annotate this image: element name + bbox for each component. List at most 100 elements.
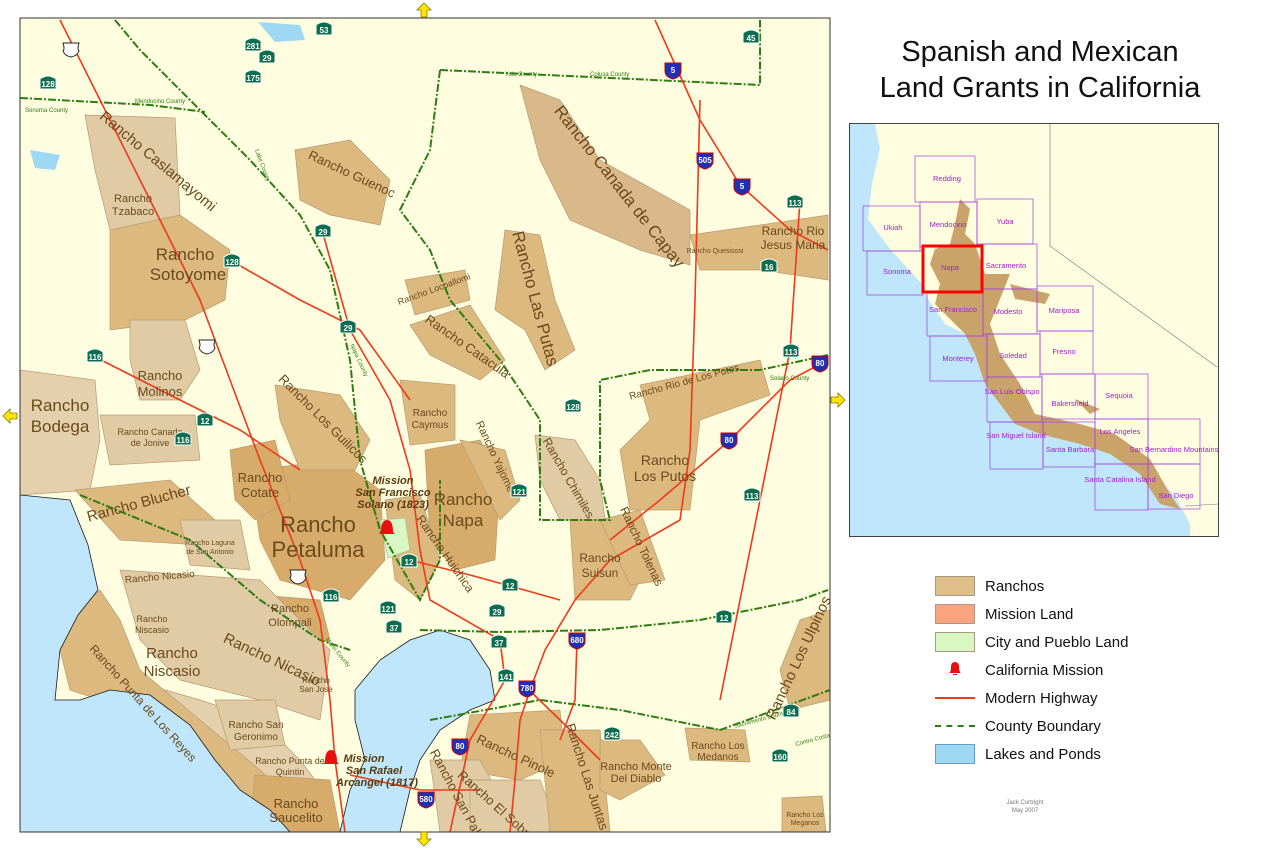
highway-line-icon — [935, 697, 975, 699]
quad-label[interactable]: San Francisco — [929, 305, 977, 314]
county-label: Colusa County — [590, 72, 629, 78]
state-route-shield: 121 — [510, 483, 528, 498]
route-number: 5 — [671, 66, 676, 75]
route-number: 101 — [291, 573, 305, 582]
county-label: Sonoma County — [25, 108, 68, 114]
county-line-icon — [935, 725, 975, 727]
quad-label[interactable]: Santa Barbara — [1046, 445, 1095, 454]
quad-label[interactable]: Redding — [933, 174, 961, 183]
rancho-label: Rancho Laguna — [185, 540, 235, 547]
state-route-shield: 29 — [258, 49, 276, 64]
state-route-shield: 116 — [86, 348, 104, 363]
rancho-label: Rancho Canada — [117, 427, 182, 437]
route-number: 116 — [177, 436, 190, 445]
rancho-label: Quintin — [276, 767, 305, 777]
rancho-label: Rancho Los — [786, 812, 824, 819]
rancho-label: Rancho Monte — [600, 761, 672, 773]
rancho-label: de Jonive — [131, 438, 170, 448]
route-number: 29 — [263, 54, 272, 63]
quad-label[interactable]: Soledad — [999, 351, 1027, 360]
rancho-label: Rancho — [579, 551, 621, 565]
rancho-label: Petaluma — [272, 537, 366, 562]
route-number: 12 — [506, 582, 515, 591]
route-number: 113 — [789, 199, 802, 208]
rancho-label: Geronimo — [234, 732, 278, 743]
rancho-label: Cotate — [241, 485, 279, 500]
map-title-line2: Land Grants in California — [879, 72, 1201, 104]
quad-label[interactable]: Sonoma — [883, 267, 912, 276]
quad-label[interactable]: Mendocino — [930, 220, 967, 229]
legend-item-mission: California Mission — [935, 656, 1128, 684]
quad-label[interactable]: San Bernardino Mountains — [1130, 445, 1218, 454]
route-number: 45 — [747, 34, 756, 43]
rancho-label: Rancho Rio — [762, 224, 825, 238]
state-route-shield: 113 — [782, 343, 800, 358]
route-number: 141 — [499, 673, 513, 682]
quad-label[interactable]: Modesto — [994, 307, 1023, 316]
state-route-shield: 53 — [315, 21, 333, 36]
route-number: 128 — [41, 80, 55, 89]
quad-label[interactable]: Ukiah — [883, 223, 902, 232]
quad-label[interactable]: San Miguel Island — [986, 431, 1046, 440]
interstate-shield: 680 — [568, 632, 586, 650]
quad-label[interactable]: Santa Catalina Island — [1084, 475, 1155, 484]
route-number: 505 — [698, 156, 712, 165]
rancho-label: Rancho — [146, 645, 198, 662]
quad-label[interactable]: Fresno — [1052, 347, 1075, 356]
rancho-label: Rancho Quesisosi — [687, 248, 744, 255]
route-number: 29 — [493, 608, 502, 617]
interstate-shield: 780 — [518, 680, 536, 698]
state-route-shield: 141 — [497, 668, 515, 683]
state-route-shield: 29 — [339, 319, 357, 334]
legend-label: California Mission — [985, 661, 1104, 679]
rancho-label: Niscasio — [135, 625, 169, 635]
route-number: 128 — [566, 403, 580, 412]
pan-down-arrow[interactable] — [416, 831, 432, 847]
state-route-shield: 175 — [244, 69, 262, 84]
rancho-label: Niscasio — [144, 663, 201, 680]
missions: Mission San Francisco Solano (1823) Miss… — [323, 475, 431, 789]
state-route-shield: 37 — [490, 634, 508, 649]
rancho-label: Suisun — [582, 566, 619, 580]
quad-label[interactable]: Sacramento — [986, 261, 1026, 270]
us-route-shield: 101 — [62, 42, 80, 58]
legend-item-lakes: Lakes and Ponds — [935, 740, 1128, 768]
quad-label[interactable]: Sequoia — [1105, 391, 1133, 400]
state-route-shield: 242 — [603, 726, 621, 741]
rancho-label: Napa — [443, 511, 484, 530]
inset-selected-quad[interactable] — [921, 244, 984, 294]
rancho-label: Rancho San — [228, 720, 283, 731]
legend-label: County Boundary — [985, 717, 1101, 735]
quad-label[interactable]: Yuba — [996, 217, 1014, 226]
route-number: 12 — [405, 558, 414, 567]
state-route-shield: 128 — [223, 253, 241, 268]
legend-label: Modern Highway — [985, 689, 1098, 707]
legend-label: Lakes and Ponds — [985, 745, 1101, 763]
lakes-swatch — [935, 744, 975, 764]
rancho-label: Rancho Los — [691, 741, 744, 752]
quad-label[interactable]: Bakersfield — [1051, 399, 1088, 408]
state-route-shield: 29 — [488, 603, 506, 618]
quad-label[interactable]: San Diego — [1158, 491, 1193, 500]
mission-label: Mission — [373, 475, 414, 487]
credit-author: Jack Curtright — [1006, 800, 1044, 806]
quad-label[interactable]: Mariposa — [1049, 306, 1081, 315]
quad-label[interactable]: Los Angeles — [1100, 427, 1141, 436]
pan-right-arrow[interactable] — [830, 392, 846, 408]
interstate-shield: 5 — [664, 62, 682, 80]
ranchos-swatch — [935, 576, 975, 596]
pan-up-arrow[interactable] — [416, 2, 432, 18]
route-shields: 2812917553128451132912816291161131211612… — [39, 21, 829, 809]
quad-label[interactable]: San Luis Obispo — [984, 387, 1039, 396]
mission-label: Arcangel (1817) — [335, 777, 418, 789]
route-number: 37 — [390, 624, 399, 633]
pan-left-arrow[interactable] — [2, 408, 18, 424]
bell-icon — [935, 660, 975, 681]
state-route-shield: 116 — [322, 588, 340, 603]
quad-label[interactable]: Monterey — [942, 354, 974, 363]
route-number: 113 — [785, 348, 798, 357]
route-number: 680 — [570, 636, 584, 645]
quad-label[interactable]: Napa — [941, 263, 960, 272]
interstate-shield: 505 — [696, 152, 714, 170]
rancho-label: Molinos — [138, 384, 183, 399]
